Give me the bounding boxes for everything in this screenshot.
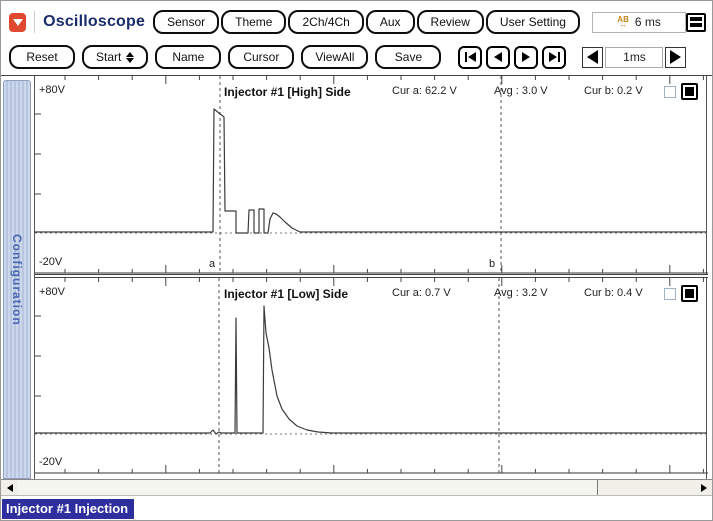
start-button-label: Start [96, 50, 122, 64]
next-record-button[interactable] [514, 45, 539, 69]
channel-active-indicator[interactable] [681, 83, 698, 100]
start-spinner-icon [126, 51, 135, 63]
channel-select-checkbox[interactable] [664, 288, 676, 300]
bar-icon [464, 52, 467, 62]
aux-button[interactable]: Aux [365, 10, 415, 34]
arrow-left-icon [587, 50, 599, 64]
filled-square-icon [685, 289, 694, 298]
timebase-control: 1ms [582, 46, 687, 68]
ab-time-value: 6 ms [634, 15, 661, 29]
save-button[interactable]: Save [375, 45, 442, 69]
avg-measurement: Avg : 3.2 V [494, 287, 548, 299]
avg-measurement: Avg : 3.0 V [494, 85, 548, 97]
top-toolbar: Oscilloscope Sensor Theme 2Ch/4Ch Aux Re… [9, 5, 706, 39]
channel-title: Injector #1 [High] Side [224, 85, 351, 99]
channel-select-checkbox[interactable] [664, 86, 676, 98]
arrow-right-icon [700, 483, 707, 492]
name-button[interactable]: Name [155, 45, 222, 69]
cursor-b-measurement: Cur b: 0.2 V [584, 85, 643, 97]
filled-square-icon [685, 87, 694, 96]
app-title: Oscilloscope [43, 13, 146, 30]
y-max-label: +80V [39, 286, 65, 298]
channel-2-waveform-plot[interactable] [35, 278, 708, 474]
scroll-left-button[interactable] [2, 480, 17, 495]
channel-divider [35, 274, 708, 278]
y-max-label: +80V [39, 84, 65, 96]
cursor-b-measurement: Cur b: 0.4 V [584, 287, 643, 299]
arrow-left-icon [467, 52, 476, 62]
scroll-right-button[interactable] [696, 480, 711, 495]
second-toolbar: Reset Start Name Cursor ViewAll Save [9, 42, 706, 72]
arrow-left-icon [494, 52, 503, 62]
review-button[interactable]: Review [416, 10, 484, 34]
first-record-button[interactable] [458, 45, 483, 69]
cursor-a-measurement: Cur a: 62.2 V [392, 85, 457, 97]
menu-icon[interactable] [686, 12, 706, 32]
timebase-increase-button[interactable] [665, 46, 687, 68]
cursor-button[interactable]: Cursor [228, 45, 295, 69]
record-nav-group [458, 45, 567, 69]
reset-button[interactable]: Reset [9, 45, 75, 69]
arrow-left-icon [6, 483, 13, 492]
cursor-ab-icon: AB ↔ [617, 15, 629, 29]
app-menu-icon[interactable] [9, 12, 27, 32]
cursor-b-label: b [489, 258, 496, 270]
y-min-label: -20V [39, 456, 63, 468]
arrow-right-icon [670, 50, 682, 64]
status-label: Injector #1 Injection [2, 499, 135, 519]
user-setting-button[interactable]: User Setting [485, 10, 580, 34]
timebase-value: 1ms [605, 46, 664, 68]
channel-1-waveform-plot[interactable] [35, 76, 708, 274]
prev-record-button[interactable] [486, 45, 511, 69]
channel-active-indicator[interactable] [681, 285, 698, 302]
timebase-decrease-button[interactable] [582, 46, 604, 68]
y-min-label: -20V [39, 256, 63, 268]
cursor-a-label: a [209, 258, 216, 270]
sensor-button[interactable]: Sensor [153, 10, 220, 34]
divider [34, 11, 36, 33]
plot-area: +80V -20V Injector #1 [High] Side Cur a:… [34, 76, 708, 479]
bar-icon [557, 52, 560, 62]
arrow-right-icon [522, 52, 531, 62]
channel-1-panel: +80V -20V Injector #1 [High] Side Cur a:… [35, 76, 708, 274]
channel-mode-button[interactable]: 2Ch/4Ch [288, 10, 364, 34]
horizontal-scrollbar[interactable] [1, 479, 712, 496]
last-record-button[interactable] [542, 45, 567, 69]
configuration-tab[interactable]: Configuration [3, 80, 31, 479]
ab-time-display: AB ↔ 6 ms [591, 11, 687, 33]
scrollbar-thumb[interactable] [17, 480, 598, 495]
start-button[interactable]: Start [82, 45, 149, 69]
scope-main-area: Configuration +80V -20V Injector #1 [Hig… [1, 75, 712, 479]
arrow-right-icon [548, 52, 557, 62]
cursor-a-measurement: Cur a: 0.7 V [392, 287, 451, 299]
channel-title: Injector #1 [Low] Side [224, 287, 349, 301]
viewall-button[interactable]: ViewAll [301, 45, 369, 69]
configuration-tab-label: Configuration [10, 233, 24, 326]
channel-2-panel: +80V -20V Injector #1 [Low] Side Cur a: … [35, 278, 708, 474]
theme-button[interactable]: Theme [221, 10, 287, 34]
chevron-down-icon [12, 18, 23, 26]
